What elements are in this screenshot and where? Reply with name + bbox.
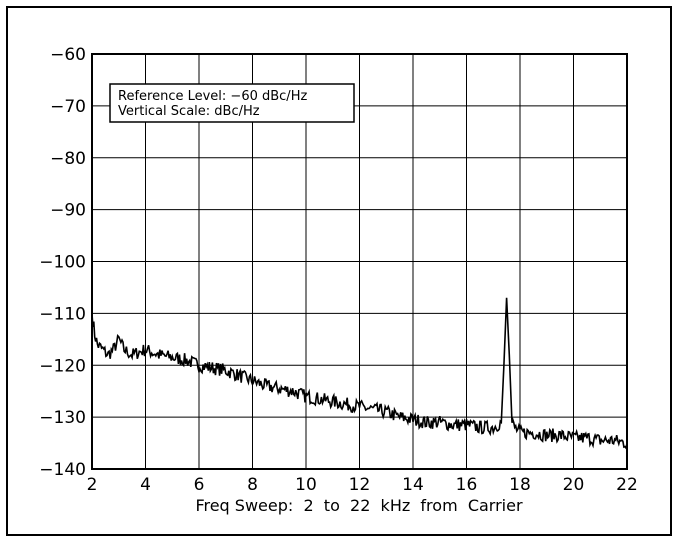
annotation-line-2: Vertical Scale: dBc/Hz — [118, 104, 260, 119]
x-tick-label: 20 — [563, 475, 585, 495]
chart-frame — [6, 6, 672, 536]
y-tick-label: −70 — [50, 97, 86, 117]
noise-trace-line — [91, 297, 628, 450]
x-tick-labels: 2 4 6 8 10 12 14 16 18 20 22 — [87, 475, 638, 495]
x-tick-label: 4 — [140, 475, 151, 495]
y-tick-label: −100 — [39, 253, 86, 273]
grid-lines — [91, 53, 628, 470]
x-tick-label: 12 — [349, 475, 371, 495]
x-tick-label: 18 — [509, 475, 531, 495]
x-tick-label: 6 — [194, 475, 205, 495]
x-tick-label: 8 — [247, 475, 258, 495]
x-tick-label: 22 — [616, 475, 638, 495]
x-tick-label: 10 — [295, 475, 317, 495]
y-tick-label: −110 — [39, 304, 86, 324]
y-tick-label: −120 — [39, 356, 86, 376]
x-tick-label: 14 — [402, 475, 424, 495]
y-tick-label: −80 — [50, 149, 86, 169]
x-tick-label: 2 — [87, 475, 98, 495]
y-tick-label: −130 — [39, 408, 86, 428]
y-tick-label: −90 — [50, 201, 86, 221]
x-axis-label: Freq Sweep: 2 to 22 kHz from Carrier — [195, 496, 523, 515]
y-tick-label: −60 — [50, 45, 86, 65]
y-tick-labels: −60 −70 −80 −90 −100 −110 −120 −130 −140 — [39, 45, 86, 480]
annotation-line-1: Reference Level: −60 dBc/Hz — [118, 89, 307, 104]
x-tick-label: 16 — [456, 475, 478, 495]
annotation-box — [109, 83, 355, 123]
y-tick-label: −140 — [39, 460, 86, 480]
